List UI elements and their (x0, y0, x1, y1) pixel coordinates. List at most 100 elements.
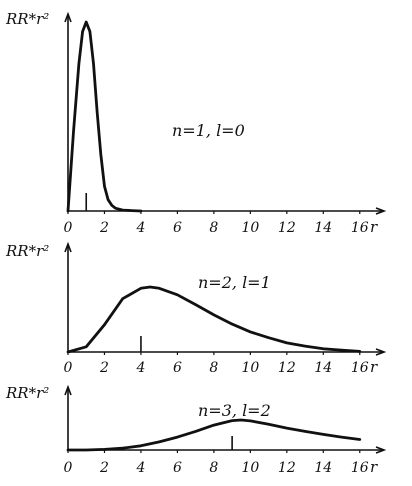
panel-n2-l1: RR*r² 0 2 4 6 8 10 12 14 16 r n=2, l=1 (5, 241, 387, 376)
x-tick-label: 14 (314, 360, 332, 376)
curve-point (359, 438, 361, 441)
curve-point (100, 153, 102, 156)
curve-point (67, 210, 69, 212)
probability-curve (66, 418, 362, 452)
y-axis-title: RR*r² (5, 10, 49, 28)
curve-point (103, 448, 106, 451)
curve-point (81, 30, 84, 33)
curve-point (72, 130, 75, 133)
x-tick-label: 14 (314, 460, 332, 476)
curve-point (249, 420, 252, 422)
curve-point (340, 349, 343, 351)
curve-point (111, 204, 113, 207)
curve-point (103, 185, 106, 188)
x-tick-label: 12 (278, 220, 296, 236)
y-axis-title: RR*r² (5, 242, 49, 260)
curve-point (304, 430, 306, 433)
x-axis-title: r (370, 458, 378, 476)
curve-point (249, 331, 252, 333)
quantum-number-annotation: n=2, l=1 (198, 273, 271, 292)
curve-point (213, 424, 215, 426)
x-tick-label: 4 (135, 460, 145, 476)
curve-point (304, 345, 306, 347)
curve-point (267, 336, 270, 339)
x-tick-label: 6 (173, 360, 182, 376)
panel-n1-l0: RR*r² 0 2 4 6 8 10 12 14 16 r n=1, l=0 (5, 10, 387, 236)
curve-point (231, 419, 233, 422)
x-tick-label: 16 (351, 360, 369, 376)
curve-point (194, 430, 197, 433)
probability-curve (66, 20, 143, 213)
curve-point (114, 207, 117, 209)
curve-point (78, 62, 80, 65)
curve-point (158, 441, 160, 443)
x-tick-label: 4 (135, 360, 145, 376)
curve-point (194, 303, 197, 306)
curve-point (231, 323, 233, 325)
x-axis-title: r (370, 358, 378, 376)
x-tick-label: 12 (278, 460, 296, 476)
x-axis-title: r (370, 218, 378, 236)
curve-point (121, 297, 124, 300)
y-axis-arrow (64, 384, 72, 396)
curve-point (85, 21, 87, 23)
curve-point (322, 433, 325, 436)
curve-point (149, 286, 151, 288)
curve-point (359, 350, 361, 353)
x-tick-label: 4 (135, 220, 145, 236)
x-tick-label: 10 (241, 360, 259, 376)
y-axis-arrow (64, 11, 72, 23)
curve-point (340, 436, 343, 438)
curve-point (107, 198, 109, 201)
x-tick-label: 8 (209, 360, 218, 376)
x-tick-label: 6 (173, 220, 182, 236)
curve-point (96, 111, 98, 114)
curve-point (85, 346, 87, 348)
x-tick-label: 2 (99, 220, 109, 236)
y-axis-title: RR*r² (5, 384, 49, 402)
curve-point (92, 62, 95, 65)
curve-point (140, 210, 142, 212)
x-tick-label: 8 (209, 220, 218, 236)
x-tick-label: 12 (278, 360, 296, 376)
curve-point (131, 209, 133, 212)
x-tick-label: 0 (64, 460, 73, 476)
curve-point (240, 419, 242, 421)
x-tick-label: 10 (241, 220, 259, 236)
curve-point (176, 294, 179, 296)
x-tick-label: 0 (64, 360, 73, 376)
curve-point (85, 449, 87, 451)
curve-point (176, 436, 179, 438)
curve-point (286, 342, 288, 344)
panel-n3-l2: RR*r² 0 2 4 6 8 10 12 14 16 r n=3, l=2 (5, 384, 387, 476)
curve-point (158, 287, 160, 290)
curve-point (322, 348, 325, 350)
x-tick-label: 10 (241, 460, 259, 476)
x-axis-arrow (375, 348, 387, 356)
x-tick-label: 14 (314, 220, 332, 236)
curve-point (286, 427, 288, 429)
x-axis-arrow (375, 207, 387, 215)
curve-point (67, 449, 69, 451)
curve-point (89, 30, 91, 33)
curve-point (140, 445, 142, 447)
x-tick-label: 6 (173, 460, 182, 476)
x-tick-label: 16 (351, 220, 369, 236)
x-tick-label: 8 (209, 460, 218, 476)
quantum-number-annotation: n=1, l=0 (172, 121, 245, 140)
curve-point (121, 447, 124, 450)
x-tick-label: 16 (351, 460, 369, 476)
curve-point (103, 323, 106, 326)
x-tick-label: 2 (99, 360, 109, 376)
curve-point (267, 423, 270, 426)
curve-point (121, 209, 124, 211)
y-axis-arrow (64, 241, 72, 253)
probability-curve (66, 285, 362, 354)
curve-point (67, 351, 69, 353)
curve-point (213, 314, 215, 316)
curve-point (140, 287, 142, 290)
x-tick-label: 0 (64, 220, 73, 236)
x-tick-label: 2 (99, 460, 109, 476)
x-axis-arrow (375, 446, 387, 454)
